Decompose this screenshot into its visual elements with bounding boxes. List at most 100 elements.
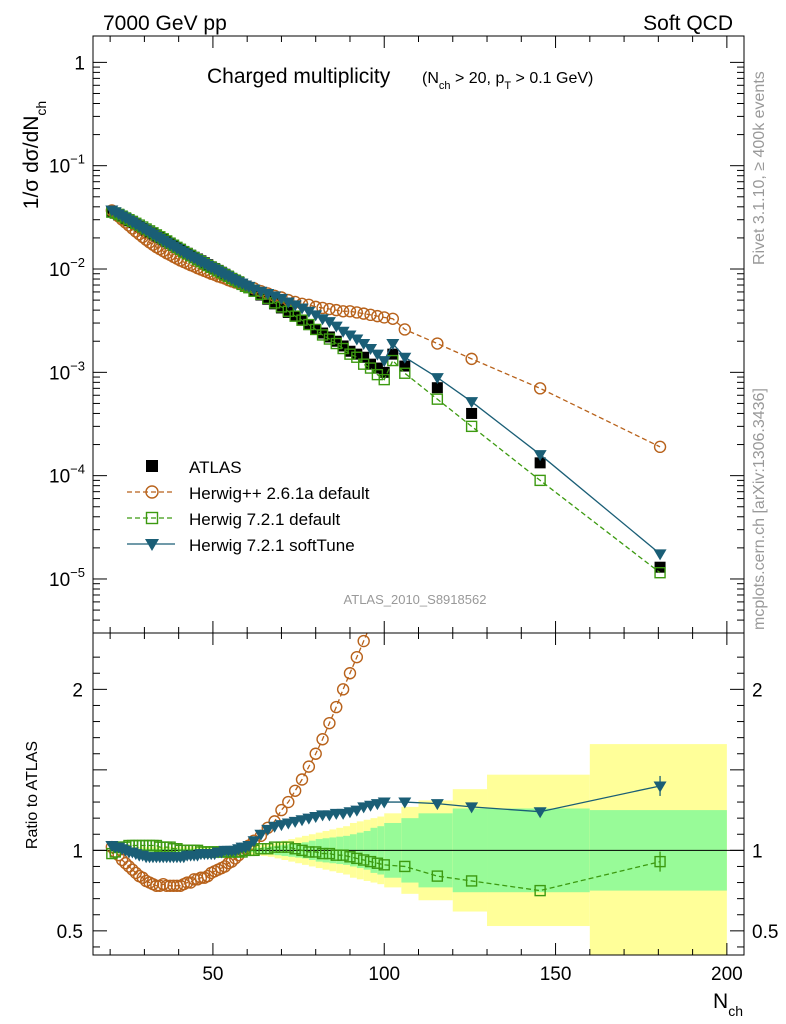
data-point [316, 314, 330, 326]
data-point [378, 366, 390, 378]
data-point [371, 309, 384, 323]
energy-label: 7000 GeV pp [103, 12, 227, 35]
data-point [466, 407, 478, 419]
data-point [330, 303, 343, 317]
x-tick-label: 100 [368, 964, 400, 985]
data-point [344, 348, 356, 360]
ratio-y-tick-label-right: 2 [752, 680, 763, 701]
data-point [330, 335, 342, 347]
analysis-watermark: ATLAS_2010_S8918562 [344, 592, 487, 607]
ratio-point [261, 824, 275, 836]
ratio-series-herwig-7-2-1-softtune [105, 775, 667, 864]
ratio-point [247, 836, 261, 848]
data-point [269, 298, 281, 310]
ratio-point [377, 797, 391, 809]
ratio-y-tick-label-right: 0.5 [752, 922, 778, 943]
ratio-point [282, 841, 294, 853]
data-point [350, 306, 364, 319]
data-point [534, 457, 546, 469]
data-point [364, 344, 378, 356]
data-point [364, 362, 377, 374]
ratio-point [150, 879, 163, 892]
data-point [399, 367, 411, 379]
ratio-point [163, 879, 177, 892]
data-point [281, 297, 295, 309]
source-label: mcplots.cern.ch [arXiv:1306.3436] [751, 388, 768, 630]
ratio-y-tick-label: 2 [72, 680, 83, 701]
data-point [343, 305, 357, 318]
data-point [309, 310, 323, 322]
ratio-point [323, 716, 336, 730]
data-point [357, 307, 370, 320]
main-series-layer [105, 204, 667, 579]
data-point [399, 360, 411, 372]
data-point [378, 311, 391, 324]
data-point [288, 300, 302, 312]
ratio-point [254, 829, 268, 841]
ratio-point [344, 851, 356, 863]
ratio-point [336, 683, 350, 696]
data-point [317, 327, 329, 339]
data-point [533, 382, 547, 395]
ratio-point [343, 667, 357, 680]
data-point [357, 358, 370, 370]
ratio-point [350, 805, 364, 817]
ratio-point [350, 650, 364, 664]
data-point [533, 450, 547, 462]
legend-marker [146, 460, 158, 472]
ratio-point [262, 843, 274, 855]
ratio-axes: 50 100 150 200 0.5 0.5 1 1 2 2 [57, 633, 778, 985]
ratio-y-axis-label: Ratio to ATLAS [24, 741, 41, 849]
legend-marker [145, 511, 159, 525]
ratio-point [282, 795, 295, 809]
ratio-point [295, 773, 309, 786]
ratio-point [126, 863, 139, 876]
legend-marker [145, 539, 159, 551]
ratio-point [465, 802, 479, 814]
data-point [398, 323, 411, 336]
ratio-point [288, 784, 302, 797]
ratio-y-tick-label: 0.5 [57, 922, 83, 943]
data-point [377, 356, 391, 368]
plot-title: Charged multiplicity [207, 65, 391, 88]
ratio-point [378, 859, 390, 871]
data-point [316, 301, 329, 315]
ratio-point [316, 847, 329, 860]
y-tick-label: 10−2 [49, 255, 85, 281]
data-point [534, 474, 546, 487]
data-point [275, 302, 287, 314]
x-tick-label: 200 [711, 964, 743, 985]
legend-entry: ATLAS [146, 458, 242, 477]
data-point [302, 306, 316, 318]
data-point [430, 373, 444, 385]
data-point [431, 393, 444, 405]
ratio-point [310, 846, 322, 858]
legend-entry: Herwig 7.2.1 default [127, 510, 340, 529]
data-point [465, 397, 479, 409]
rivet-version-label: Rivet 3.1.10, ≥ 400k events [751, 71, 768, 265]
data-point [653, 549, 667, 561]
data-point [336, 305, 350, 318]
ratio-point [184, 876, 197, 889]
legend-label: Herwig++ 2.6.1a default [189, 484, 370, 503]
data-point [336, 326, 350, 338]
data-point [329, 321, 343, 333]
legend-label: ATLAS [189, 458, 242, 477]
ratio-point [316, 733, 329, 746]
data-point [364, 308, 377, 322]
ratio-point [268, 841, 281, 853]
y-tick-label: 1 [74, 53, 85, 74]
legend-label: Herwig 7.2.1 default [189, 510, 340, 529]
ratio-point [337, 849, 349, 861]
data-point [351, 348, 363, 360]
ratio-point [303, 846, 315, 858]
plot-title-condition: (Nch > 20, pT > 0.1 GeV) [422, 70, 593, 92]
legend-label: Herwig 7.2.1 softTune [189, 536, 355, 555]
data-point [323, 331, 335, 343]
data-point [357, 339, 371, 351]
ratio-point [351, 852, 363, 865]
ratio-point [357, 634, 370, 648]
data-point [378, 373, 390, 386]
process-label: Soft QCD [643, 12, 733, 35]
